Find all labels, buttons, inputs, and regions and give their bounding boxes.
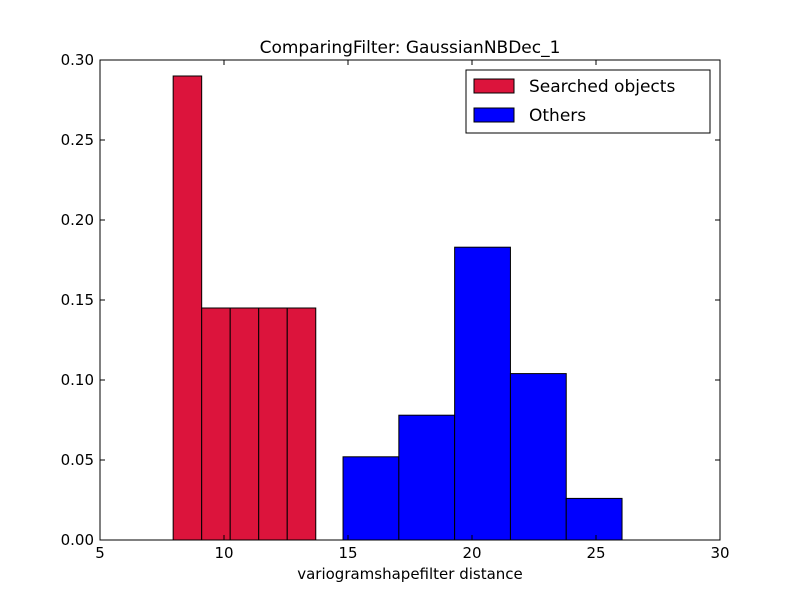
plot-frame — [99, 59, 721, 541]
bar-others-0 — [342, 456, 400, 541]
x-tick-label: 25 — [586, 544, 605, 562]
y-tick-label: 0.30 — [61, 51, 94, 69]
chart-title: ComparingFilter: GaussianNBDec_1 — [260, 38, 561, 58]
legend-label: Others — [529, 106, 586, 126]
y-tick-label: 0.20 — [61, 211, 94, 229]
x-tick-label: 20 — [462, 544, 481, 562]
bar-others-3 — [509, 373, 567, 541]
bar-searched-1 — [201, 307, 231, 541]
legend: Searched objects Others — [465, 69, 711, 134]
bar-others-2 — [454, 246, 511, 541]
x-tick-label: 30 — [710, 544, 729, 562]
bar-searched-4 — [286, 307, 317, 541]
legend-swatch — [473, 107, 515, 123]
bar-searched-3 — [258, 307, 288, 541]
x-tick-label: 15 — [338, 544, 357, 562]
legend-label: Searched objects — [529, 77, 675, 97]
bar-searched-2 — [229, 307, 260, 541]
y-tick-label: 0.00 — [61, 531, 94, 549]
x-tick-label: 5 — [95, 544, 105, 562]
bar-others-1 — [398, 414, 456, 541]
ticks-layer: 5 10 15 20 25 30 0.00 0.05 0.10 0.15 0.20 0.25 0.30 — [61, 51, 730, 562]
x-tick-label: 10 — [214, 544, 233, 562]
legend-swatch — [473, 78, 515, 94]
y-tick-label: 0.25 — [61, 131, 94, 149]
x-axis-label: variogramshapefilter distance — [297, 565, 523, 583]
y-tick-label: 0.10 — [61, 371, 94, 389]
bar-others-4 — [565, 497, 623, 541]
y-tick-label: 0.15 — [61, 291, 94, 309]
bars-layer — [172, 75, 623, 541]
bar-searched-0 — [172, 75, 203, 541]
y-tick-label: 0.05 — [61, 451, 94, 469]
